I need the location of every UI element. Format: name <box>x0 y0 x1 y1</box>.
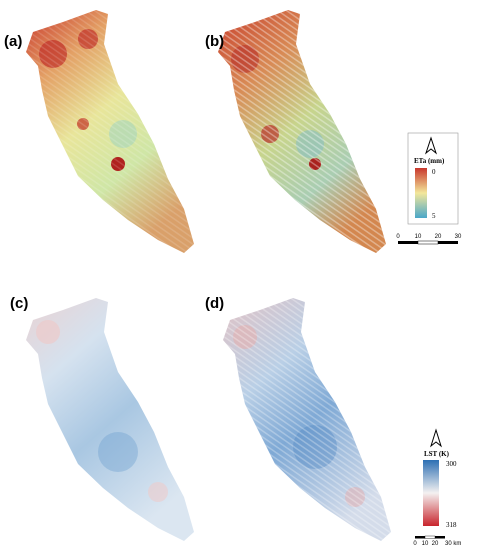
scale-label: 30 <box>455 234 462 240</box>
color-ramp <box>423 460 439 526</box>
scale-label: 10 <box>422 541 429 547</box>
hotspots <box>218 10 386 253</box>
scale-label: 0 <box>396 234 400 240</box>
color-ramp <box>415 168 427 218</box>
panel-label: (b) <box>205 33 224 50</box>
north-arrow <box>424 136 438 155</box>
panel-label: (a) <box>4 33 22 50</box>
scale-label: 10 <box>415 234 422 240</box>
legend-title: ETa (mm) <box>414 157 445 165</box>
hotspots <box>26 10 194 253</box>
north-arrow <box>430 428 442 448</box>
legend-label: 0 <box>432 168 436 176</box>
legend-label: 318 <box>446 521 457 529</box>
legend-eta: ETa (mm) 0 5 0 10 20 30 <box>396 132 462 245</box>
map-d <box>223 298 391 541</box>
map-a <box>26 10 194 253</box>
patches <box>223 298 391 541</box>
legend-label: 300 <box>446 460 457 468</box>
scale-label: 20 <box>435 234 442 240</box>
scale-label: 30 km <box>445 541 461 547</box>
scale-label: 20 <box>432 541 439 547</box>
map-c <box>26 298 194 541</box>
scale-bar <box>398 240 458 245</box>
legend-lst: LST (K) 300 318 0 10 20 30 km <box>413 428 461 547</box>
legend-label: 5 <box>432 212 436 220</box>
panel-label: (c) <box>10 295 28 312</box>
legend-title: LST (K) <box>424 450 450 458</box>
panel-label: (d) <box>205 295 224 312</box>
map-b <box>218 10 386 253</box>
patches <box>36 320 168 502</box>
scale-label: 0 <box>413 541 417 547</box>
scale-bar <box>415 535 445 539</box>
